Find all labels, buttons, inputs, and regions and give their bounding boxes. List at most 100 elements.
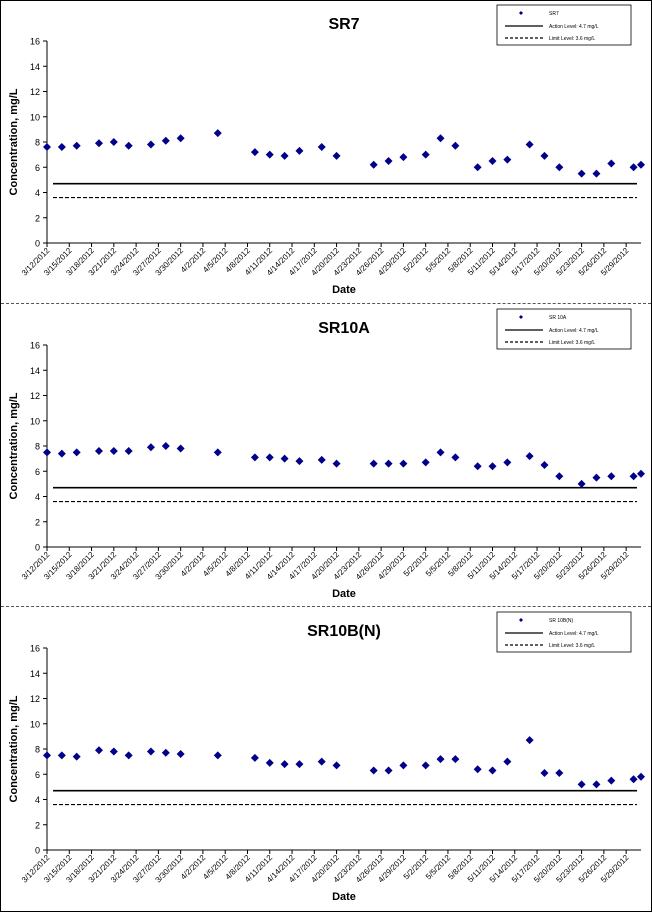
y-tick-label: 2: [35, 820, 40, 830]
x-axis-label: Date: [332, 284, 356, 296]
data-point: [525, 452, 534, 461]
data-point: [399, 459, 408, 468]
legend-label: Action Level: 4.7 mg/L: [549, 24, 599, 30]
data-point: [436, 448, 445, 457]
y-tick-label: 2: [35, 517, 40, 527]
data-point: [161, 136, 170, 145]
data-point: [213, 751, 222, 760]
data-point: [384, 459, 393, 468]
data-point: [540, 768, 549, 777]
legend-label: SR7: [549, 11, 559, 17]
y-tick-label: 8: [35, 442, 40, 452]
legend-box: [496, 308, 632, 350]
y-tick-label: 0: [35, 543, 40, 553]
chart-title: SR7: [328, 16, 359, 33]
y-tick-label: 12: [30, 87, 40, 97]
data-point: [525, 140, 534, 149]
data-point: [332, 151, 341, 160]
data-point: [176, 750, 185, 759]
data-point: [451, 755, 460, 764]
data-point: [250, 453, 259, 462]
data-point: [295, 760, 304, 769]
data-point: [592, 780, 601, 789]
data-point: [592, 169, 601, 178]
y-tick-label: 4: [35, 795, 40, 805]
data-point: [109, 447, 118, 456]
data-point: [577, 169, 586, 178]
data-point: [124, 751, 133, 760]
data-point: [146, 140, 155, 149]
data-point: [577, 479, 586, 488]
data-point: [399, 761, 408, 770]
data-point: [317, 757, 326, 766]
data-point: [488, 766, 497, 775]
data-point: [555, 472, 564, 481]
data-point: [421, 458, 430, 467]
y-tick-label: 16: [30, 37, 40, 47]
data-point: [57, 143, 66, 152]
data-point: [473, 765, 482, 774]
data-point: [436, 134, 445, 143]
data-point: [280, 454, 289, 463]
data-point: [94, 746, 103, 755]
data-point: [384, 766, 393, 775]
y-tick-label: 14: [30, 669, 40, 679]
data-point: [295, 146, 304, 155]
data-point: [629, 775, 638, 784]
y-tick-label: 6: [35, 770, 40, 780]
chart-sr10bn: SR10B(N)02468101214163/12/20123/15/20123…: [8, 611, 645, 903]
data-point: [280, 151, 289, 160]
x-axis-label: Date: [332, 588, 356, 600]
legend: SR 10B(N) Action Level: 4.7 mg/L Limit Lev…: [496, 611, 632, 653]
data-point: [607, 159, 616, 168]
data-point: [94, 139, 103, 148]
data-point: [109, 747, 118, 756]
data-point: [280, 760, 289, 769]
chart-panel-sr10a: SR10A 0 2 4 6 8 10 12 14 16 3/12/2012 3/15/2012 3/18…: [1, 305, 651, 605]
data-point: [213, 129, 222, 138]
data-point: [637, 469, 645, 478]
data-point: [577, 780, 586, 789]
data-point: [250, 148, 259, 157]
data-point: [176, 444, 185, 453]
data-point: [473, 163, 482, 172]
legend-label: SR 10A: [549, 315, 567, 321]
data-point: [451, 141, 460, 150]
data-point: [384, 156, 393, 165]
data-point: [488, 156, 497, 165]
data-point: [72, 752, 81, 761]
data-point: [146, 443, 155, 452]
data-point: [72, 141, 81, 150]
legend-label: Limit Level: 3.6 mg/L: [549, 36, 595, 42]
legend-marker: [519, 315, 523, 319]
legend-marker: [519, 11, 523, 15]
data-point: [592, 473, 601, 482]
data-point: [265, 758, 274, 767]
data-point: [72, 448, 81, 457]
data-point: [540, 460, 549, 469]
data-point: [57, 449, 66, 458]
y-tick-label: 12: [30, 391, 40, 401]
data-point: [629, 472, 638, 481]
y-tick-label: 2: [35, 213, 40, 223]
data-point: [124, 141, 133, 150]
y-tick-label: 10: [30, 719, 40, 729]
y-tick-label: 8: [35, 745, 40, 755]
data-point: [176, 134, 185, 143]
legend-marker: [519, 618, 523, 622]
data-point: [332, 459, 341, 468]
data-point: [503, 458, 512, 467]
data-point: [317, 143, 326, 152]
data-point: [503, 155, 512, 164]
data-point: [436, 755, 445, 764]
y-tick-label: 12: [30, 694, 40, 704]
data-point: [473, 462, 482, 471]
y-tick-label: 14: [30, 62, 40, 72]
data-point: [161, 442, 170, 450]
data-point: [43, 751, 51, 760]
legend-box: [496, 611, 632, 653]
data-point: [451, 453, 460, 462]
y-tick-label: 4: [35, 492, 40, 502]
y-tick-label: 4: [35, 188, 40, 198]
x-axis-label: Date: [332, 891, 356, 903]
